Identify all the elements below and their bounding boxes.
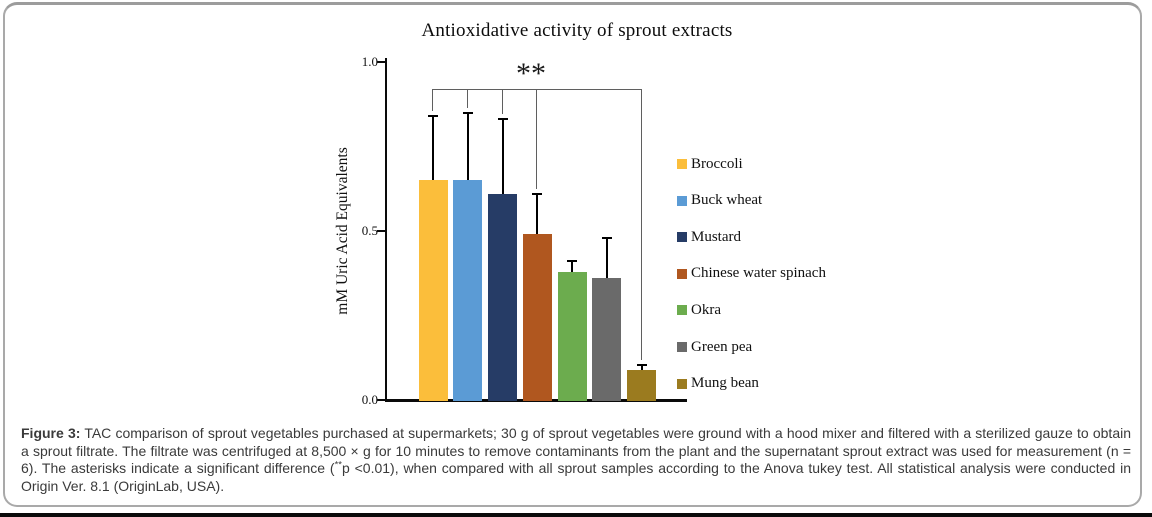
bracket-drop-chinese-water-spinach xyxy=(536,89,538,189)
legend-item-broccoli: Broccoli xyxy=(677,154,743,174)
legend-item-mustard: Mustard xyxy=(677,227,741,247)
bar-green-pea xyxy=(592,278,622,401)
legend-swatch-chinese-water-spinach xyxy=(677,268,687,279)
legend-label-mustard: Mustard xyxy=(691,228,741,245)
error-cap-green-pea xyxy=(601,236,612,239)
legend-swatch-mung-bean xyxy=(677,378,687,389)
bar-mustard xyxy=(488,193,517,401)
legend-label-okra: Okra xyxy=(691,301,721,318)
legend-item-green-pea: Green pea xyxy=(677,337,752,357)
bracket-drop-broccoli xyxy=(432,89,433,112)
error-bar-mung-bean xyxy=(640,364,643,370)
bar-broccoli xyxy=(418,180,448,401)
legend-label-green-pea: Green pea xyxy=(691,338,753,355)
legend-label-buck-wheat: Buck wheat xyxy=(691,192,763,209)
bar-buck-wheat xyxy=(453,180,483,401)
bracket-drop-mustard xyxy=(501,89,503,115)
error-bar-broccoli xyxy=(432,116,434,181)
chart-title: Antioxidative activity of sprout extract… xyxy=(421,20,733,41)
figure-caption-text-2: p <0.01), when compared with all sprout … xyxy=(21,460,1131,494)
y-tick-mark-0.0 xyxy=(377,399,385,401)
bar-chinese-water-spinach xyxy=(522,234,552,401)
bracket-line xyxy=(433,89,642,91)
legend-label-mung-bean: Mung bean xyxy=(691,375,759,392)
figure-caption: Figure 3: TAC comparison of sprout veget… xyxy=(21,425,1131,495)
legend-label-chinese-water-spinach: Chinese water spinach xyxy=(691,265,826,282)
figure-card xyxy=(3,2,1142,507)
figure-caption-text-1: TAC comparison of sprout vegetables purc… xyxy=(21,425,1132,477)
error-bar-chinese-water-spinach xyxy=(536,193,539,235)
significance-asterisks: ** xyxy=(516,57,546,90)
error-cap-chinese-water-spinach xyxy=(532,192,543,195)
error-cap-okra xyxy=(567,260,577,263)
error-cap-mustard xyxy=(497,118,508,121)
legend-swatch-mustard xyxy=(677,232,687,243)
bar-mung-bean xyxy=(627,369,656,401)
error-bar-mustard xyxy=(501,119,504,194)
y-tick-mark-1.0 xyxy=(377,61,385,63)
legend-swatch-okra xyxy=(677,305,687,316)
figure-caption-label: Figure 3: xyxy=(21,425,81,441)
error-bar-green-pea xyxy=(605,237,608,279)
y-tick-label-0.0: 0.0 xyxy=(361,392,378,407)
error-cap-broccoli xyxy=(428,115,438,118)
error-cap-buck-wheat xyxy=(462,111,473,114)
legend-label-broccoli: Broccoli xyxy=(691,155,743,172)
bar-okra xyxy=(557,271,587,401)
y-tick-mark-0.5 xyxy=(377,230,385,232)
y-tick-label-0.5: 0.5 xyxy=(361,223,378,238)
legend-item-buck-wheat: Buck wheat xyxy=(677,191,762,211)
error-bar-buck-wheat xyxy=(466,112,469,181)
legend-item-chinese-water-spinach: Chinese water spinach xyxy=(677,264,826,284)
bracket-drop-buck-wheat xyxy=(466,89,468,108)
legend-swatch-green-pea xyxy=(677,342,687,352)
bottom-divider xyxy=(0,513,1152,517)
y-tick-label-1.0: 1.0 xyxy=(361,54,378,69)
y-axis-line xyxy=(385,58,387,402)
legend-item-okra: Okra xyxy=(677,300,721,320)
error-bar-okra xyxy=(571,261,573,272)
legend-swatch-buck-wheat xyxy=(677,195,687,206)
error-cap-mung-bean xyxy=(636,363,647,366)
figure-caption-sup-asterisks: ** xyxy=(334,459,342,471)
legend-swatch-broccoli xyxy=(677,159,687,169)
legend-item-mung-bean: Mung bean xyxy=(677,374,759,394)
bracket-drop-mung-bean xyxy=(640,89,642,360)
